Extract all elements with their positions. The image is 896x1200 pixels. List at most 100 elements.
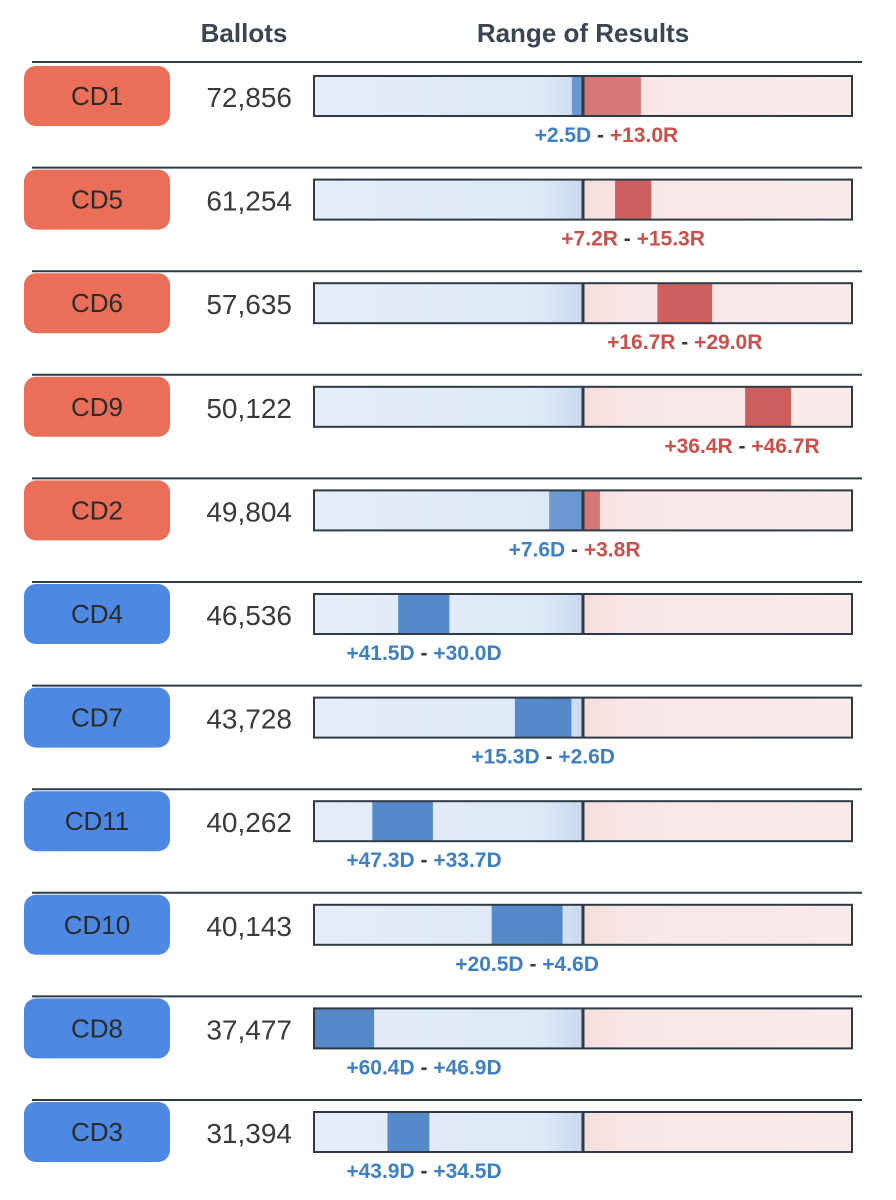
district-label: CD1 [71,81,123,111]
range-low-label: +36.4R [664,435,732,458]
ballots-header: Ballots [201,18,288,48]
ballots-value: 72,856 [206,82,292,113]
ballots-value: 40,262 [206,807,292,838]
range-separator: - [415,1160,434,1183]
range-low-label: +43.9D [346,1160,414,1183]
dem-track [314,801,583,842]
range-high-label: +13.0R [610,124,678,147]
ballots-value: 37,477 [206,1014,292,1045]
range-separator: - [415,642,434,665]
range-separator: - [415,1056,434,1079]
range-label: +36.4R - +46.7R [664,435,819,458]
range-high-label: +4.6D [542,953,599,976]
ballots-value: 31,394 [206,1118,292,1149]
range-label: +2.5D - +13.0R [535,124,679,147]
dem-track [314,386,583,427]
range-separator: - [591,124,610,147]
range-separator: - [540,746,559,769]
district-badge [24,998,170,1059]
range-high-label: +46.9D [433,1056,501,1079]
range-low-label: +41.5D [346,642,414,665]
district-badge [24,1102,170,1162]
dem-track [314,490,583,531]
district-label: CD2 [71,495,123,525]
rep-track [583,594,852,634]
range-bar [745,386,791,427]
district-badge [24,687,170,748]
district-label: CD6 [71,288,123,318]
range-high-label: +29.0R [694,331,762,354]
range-separator: - [618,228,637,251]
rep-track [583,697,852,738]
range-label: +41.5D - +30.0D [346,642,501,665]
dem-track [314,179,583,220]
range-label: +15.3D - +2.6D [471,746,615,769]
range-low-label: +20.5D [455,953,523,976]
range-label: +47.3D - +33.7D [346,849,501,872]
range-high-label: +34.5D [433,1160,501,1183]
dem-track [314,1112,583,1152]
rep-track [583,386,852,427]
range-bar [657,283,713,324]
range-separator: - [524,953,543,976]
range-separator: - [415,849,434,872]
dem-track [314,283,583,324]
district-badge [24,273,170,334]
ballots-value: 57,635 [206,289,292,320]
district-badge [24,480,170,541]
district-badge [24,584,170,644]
range-bar-dem [549,490,583,531]
range-bar [372,801,433,842]
range-header: Range of Results [477,18,689,48]
rep-track [583,490,852,531]
range-low-label: +7.6D [509,538,566,561]
range-low-label: +2.5D [535,124,592,147]
range-label: +7.6D - +3.8R [509,538,641,561]
district-label: CD4 [71,599,123,629]
range-high-label: +46.7R [751,435,819,458]
rep-track [583,904,852,945]
ballots-value: 49,804 [206,496,292,527]
district-label: CD5 [71,185,123,215]
range-label: +16.7R - +29.0R [607,331,762,354]
range-low-label: +47.3D [346,849,414,872]
district-label: CD7 [71,703,123,733]
range-bar [491,904,563,945]
range-low-label: +15.3D [471,746,539,769]
rep-track [583,1112,852,1152]
range-label: +60.4D - +46.9D [346,1056,501,1079]
range-separator: - [675,331,694,354]
range-bar-dem [571,76,583,116]
district-label: CD3 [71,1117,123,1147]
ballots-value: 46,536 [206,600,292,631]
district-badge [24,376,170,437]
rep-track [583,283,852,324]
range-bar [398,594,450,634]
district-label: CD9 [71,392,123,422]
district-badge [24,66,170,126]
range-high-label: +3.8R [584,538,641,561]
rep-track [583,801,852,842]
ballots-value: 40,143 [206,911,292,942]
range-bar [314,1008,375,1049]
range-high-label: +2.6D [558,746,615,769]
range-bar [615,179,652,220]
district-label: CD11 [65,806,130,836]
range-high-label: +30.0D [433,642,501,665]
district-label: CD8 [71,1013,123,1043]
range-low-label: +60.4D [346,1056,414,1079]
range-low-label: +7.2R [561,228,618,251]
ballots-value: 61,254 [206,186,292,217]
district-label: CD10 [64,910,130,940]
dem-track [314,76,583,116]
range-label: +20.5D - +4.6D [455,953,599,976]
range-bar-rep [583,490,600,531]
range-high-label: +15.3R [637,228,705,251]
district-badge [24,169,170,230]
district-badge [24,894,170,955]
range-label: +43.9D - +34.5D [346,1160,501,1183]
ballots-value: 43,728 [206,704,292,735]
range-separator: - [565,538,584,561]
range-label: +7.2R - +15.3R [561,228,705,251]
